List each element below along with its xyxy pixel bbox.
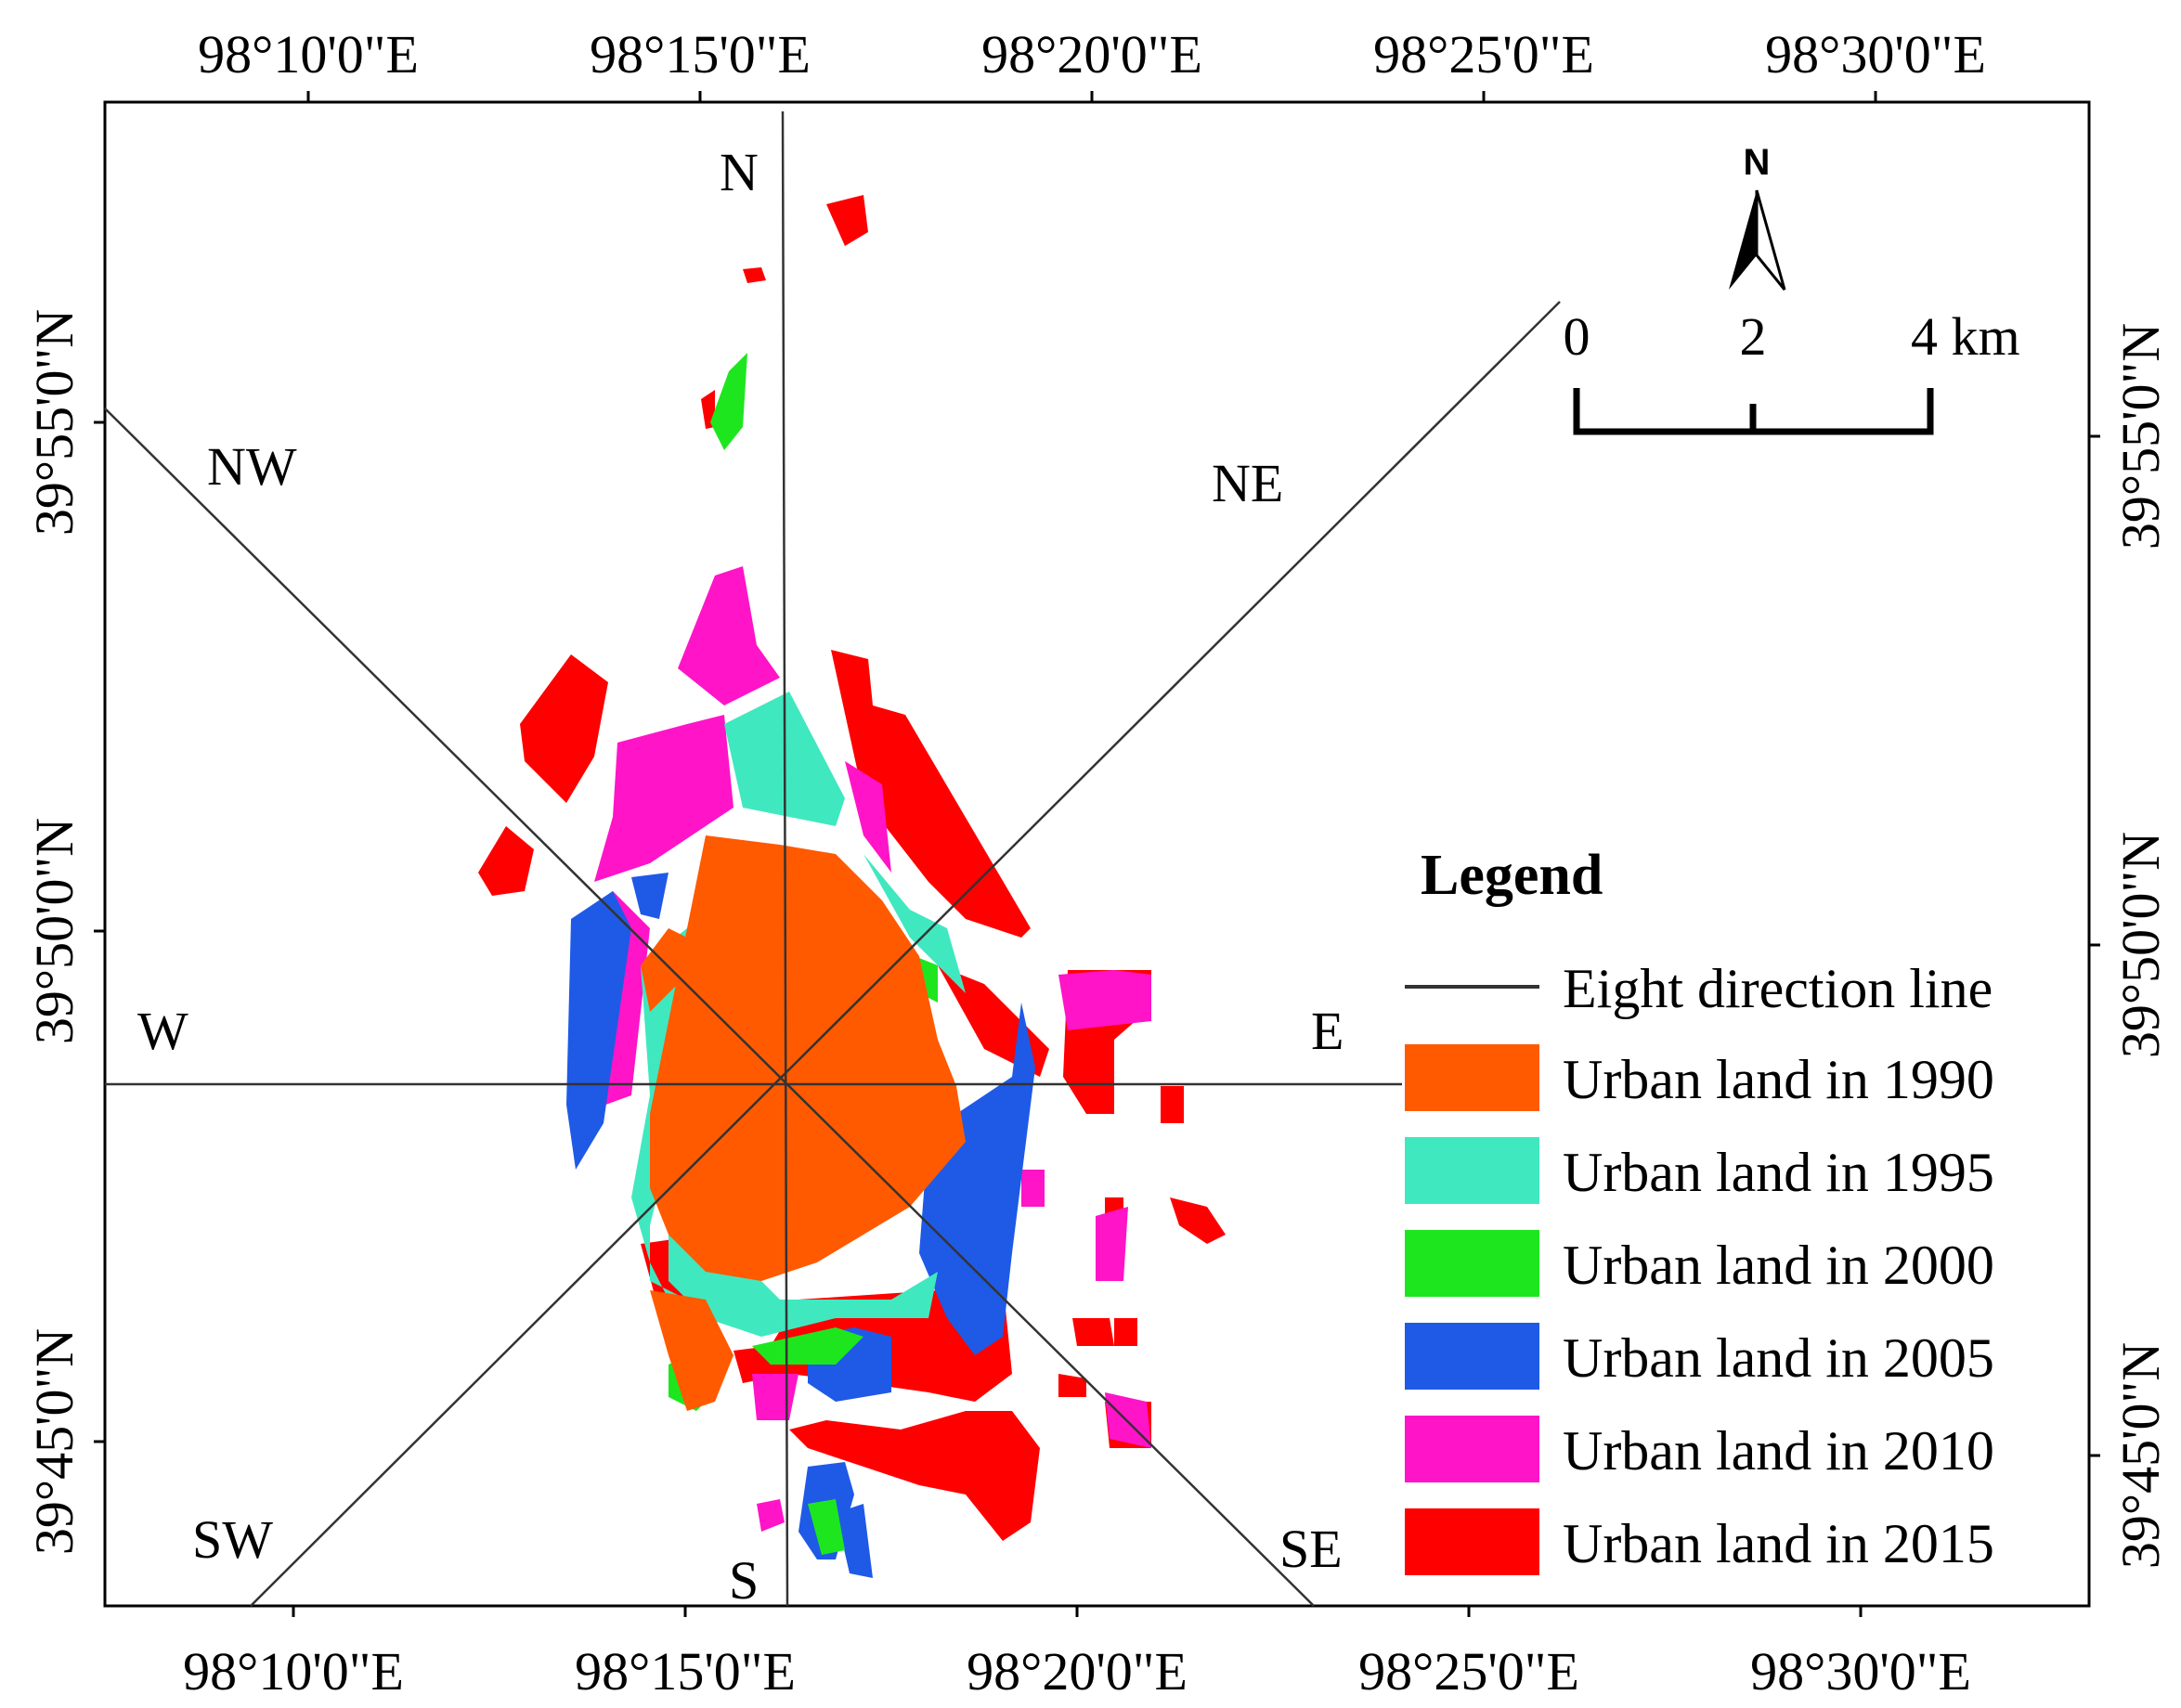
direction-label-w: W [137,1001,188,1061]
lon-label-bottom: 98°30'0"E [1750,1641,1971,1702]
direction-line-sw-ne [250,301,1561,1607]
legend-label-1990: Urban land in 1990 [1563,1049,1994,1110]
legend-swatch-2005 [1405,1323,1539,1390]
direction-line-n-s [781,110,789,1607]
bottom-longitude-labels: 98°10'0"E 98°15'0"E 98°20'0"E 98°25'0"E … [183,1641,1971,1702]
map-frame [103,100,2091,1608]
lat-label-left: 39°50'0"N [24,818,84,1044]
right-latitude-labels: 39°55'0"N 39°50'0"N 39°45'0"N [2110,323,2171,1569]
north-arrow-icon-outline [1755,189,1786,291]
direction-label-n: N [720,142,759,202]
scale-label-4km: 4 km [1911,306,2020,367]
direction-label-e: E [1311,1001,1344,1061]
lat-label-left: 39°45'0"N [24,1328,84,1555]
lat-label-right: 39°45'0"N [2110,1342,2171,1569]
lon-label-top: 98°25'0"E [1373,24,1594,84]
direction-label-se: SE [1279,1519,1343,1579]
scale-bar-line [1573,388,1934,435]
direction-label-sw: SW [192,1509,273,1570]
lon-label-bottom: 98°20'0"E [967,1641,1188,1702]
legend-label-2015: Urban land in 2015 [1563,1513,1994,1574]
legend-swatch-2000 [1405,1230,1539,1297]
lon-label-top: 98°15'0"E [590,24,811,84]
legend-swatch-2010 [1405,1416,1539,1482]
lon-label-top: 98°30'0"E [1765,24,1986,84]
scale-label-2: 2 [1740,306,1767,367]
graticule-ticks [94,91,2100,1617]
legend-swatch-2015 [1405,1508,1539,1575]
lon-label-top: 98°20'0"E [981,24,1202,84]
eight-direction-lines [104,110,1561,1607]
lat-label-right: 39°50'0"N [2110,832,2171,1058]
north-arrow: N [1729,142,1786,291]
direction-label-nw: NW [207,436,297,497]
lon-label-top: 98°10'0"E [198,24,419,84]
direction-label-s: S [729,1550,759,1611]
legend-title: Legend [1421,844,1603,907]
legend-label-1995: Urban land in 1995 [1563,1142,1994,1203]
legend-label-direction-line: Eight direction line [1563,958,1993,1019]
north-arrow-label: N [1744,142,1771,183]
lon-label-bottom: 98°15'0"E [575,1641,796,1702]
top-longitude-labels: 98°10'0"E 98°15'0"E 98°20'0"E 98°25'0"E … [198,24,1986,84]
lon-label-bottom: 98°10'0"E [183,1641,404,1702]
legend: Legend Eight direction line Urban land i… [1405,844,1994,1575]
legend-swatch-1990 [1405,1044,1539,1111]
scale-label-0: 0 [1564,306,1590,367]
scale-bar: 0 2 4 km [1564,306,2020,435]
direction-line-nw-se [104,408,1315,1607]
direction-labels: N NE E SE S SW W NW [137,142,1344,1611]
legend-label-2000: Urban land in 2000 [1563,1235,1994,1296]
lat-label-right: 39°55'0"N [2110,323,2171,550]
lat-label-left: 39°55'0"N [24,309,84,536]
legend-label-2010: Urban land in 2010 [1563,1420,1994,1482]
lon-label-bottom: 98°25'0"E [1358,1641,1579,1702]
urban-land-2005 [566,873,1035,1578]
legend-swatch-1995 [1405,1137,1539,1204]
direction-label-ne: NE [1212,453,1283,513]
left-latitude-labels: 39°55'0"N 39°50'0"N 39°45'0"N [24,309,84,1555]
legend-label-2005: Urban land in 2005 [1563,1327,1994,1389]
urban-land-1990 [641,835,966,1411]
north-arrow-icon [1729,190,1757,290]
